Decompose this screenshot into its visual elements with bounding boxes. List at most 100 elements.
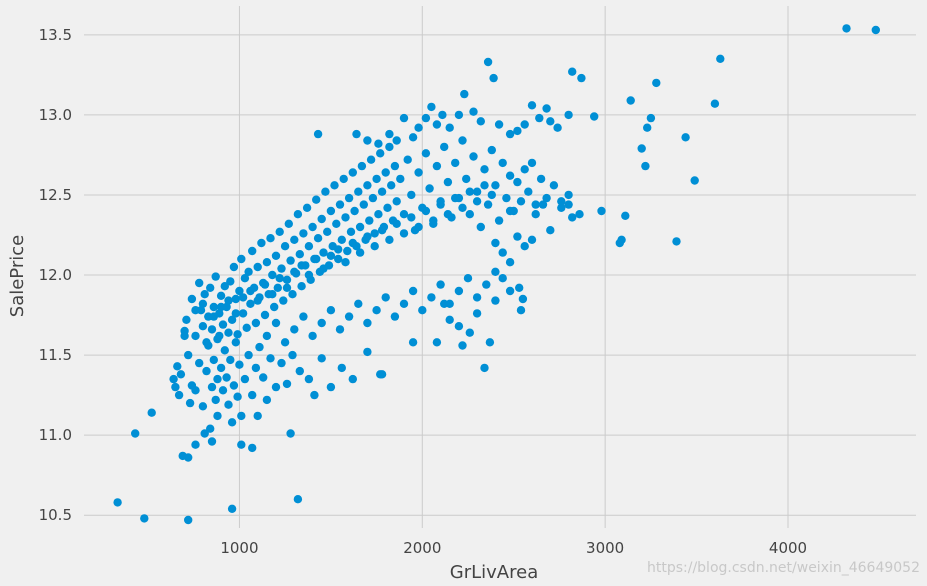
data-point	[440, 142, 449, 152]
data-point	[308, 331, 317, 341]
data-point	[451, 158, 460, 168]
data-point	[173, 362, 182, 371]
data-point	[458, 341, 467, 350]
data-point	[286, 429, 295, 438]
data-point	[458, 203, 467, 212]
data-point	[229, 381, 239, 390]
data-point	[469, 152, 478, 161]
data-point	[218, 320, 228, 329]
data-point	[476, 222, 485, 232]
data-point	[348, 168, 357, 177]
data-point	[313, 234, 323, 243]
data-point	[418, 306, 427, 315]
data-point	[494, 216, 504, 225]
data-point	[390, 312, 400, 321]
data-point	[359, 200, 368, 209]
data-point	[216, 363, 226, 373]
data-point	[326, 251, 336, 260]
data-point	[211, 272, 220, 281]
data-point	[224, 400, 233, 409]
data-point	[251, 318, 261, 328]
data-point	[319, 248, 328, 257]
data-point	[206, 424, 215, 433]
data-point	[390, 161, 400, 171]
data-point	[237, 440, 246, 449]
data-point	[408, 338, 418, 347]
data-point	[257, 238, 266, 248]
data-point	[483, 200, 493, 209]
data-point	[436, 280, 445, 289]
data-point	[198, 322, 208, 331]
data-point	[332, 219, 341, 228]
data-point	[387, 181, 396, 190]
data-point	[491, 238, 500, 248]
data-point	[280, 338, 290, 347]
data-point	[465, 187, 474, 196]
data-point	[330, 181, 339, 190]
data-point	[275, 274, 284, 283]
data-point	[520, 120, 529, 129]
data-point	[363, 181, 372, 190]
data-point	[443, 210, 453, 219]
data-point	[244, 267, 253, 276]
data-point	[319, 264, 328, 273]
data-point	[577, 73, 586, 83]
data-point	[229, 262, 239, 272]
data-point	[317, 354, 326, 363]
data-point	[505, 258, 515, 267]
data-point	[354, 187, 363, 196]
data-point	[248, 246, 257, 256]
data-point	[238, 309, 248, 318]
data-point	[520, 165, 529, 174]
x-tick-label: 1000	[220, 539, 258, 557]
data-point	[113, 498, 122, 507]
data-point	[344, 193, 354, 203]
data-point	[222, 373, 231, 382]
data-point	[407, 213, 416, 222]
data-point	[483, 57, 493, 67]
data-point	[209, 355, 218, 365]
data-point	[233, 392, 242, 401]
data-point	[617, 235, 626, 244]
data-point	[299, 312, 308, 321]
data-point	[255, 342, 264, 352]
data-point	[368, 193, 378, 203]
data-point	[465, 328, 474, 337]
data-point	[271, 382, 281, 392]
data-point	[213, 374, 222, 384]
data-point	[266, 234, 275, 243]
data-point	[485, 338, 495, 347]
data-point	[513, 232, 522, 241]
data-point	[626, 96, 635, 105]
data-point	[184, 515, 193, 525]
data-point	[436, 200, 445, 209]
data-point	[480, 165, 489, 174]
data-point	[363, 232, 372, 241]
data-point	[321, 187, 330, 196]
data-point	[520, 242, 529, 251]
data-point	[505, 286, 515, 296]
data-point	[308, 222, 317, 232]
data-point	[260, 280, 270, 289]
data-point	[226, 277, 235, 286]
data-point	[372, 174, 381, 184]
data-point	[527, 158, 537, 168]
data-point	[348, 238, 357, 248]
y-tick-label: 13.0	[39, 106, 72, 124]
data-point	[392, 197, 401, 206]
data-point	[641, 161, 650, 171]
data-point	[557, 197, 566, 206]
data-point	[227, 504, 237, 513]
data-point	[842, 24, 851, 33]
data-point	[372, 306, 381, 315]
data-point	[277, 264, 286, 273]
data-point	[299, 229, 308, 238]
data-point	[191, 306, 200, 315]
data-point	[213, 411, 222, 421]
data-point	[494, 120, 504, 129]
data-point	[376, 149, 385, 158]
data-point	[195, 358, 204, 368]
data-point	[643, 123, 652, 132]
